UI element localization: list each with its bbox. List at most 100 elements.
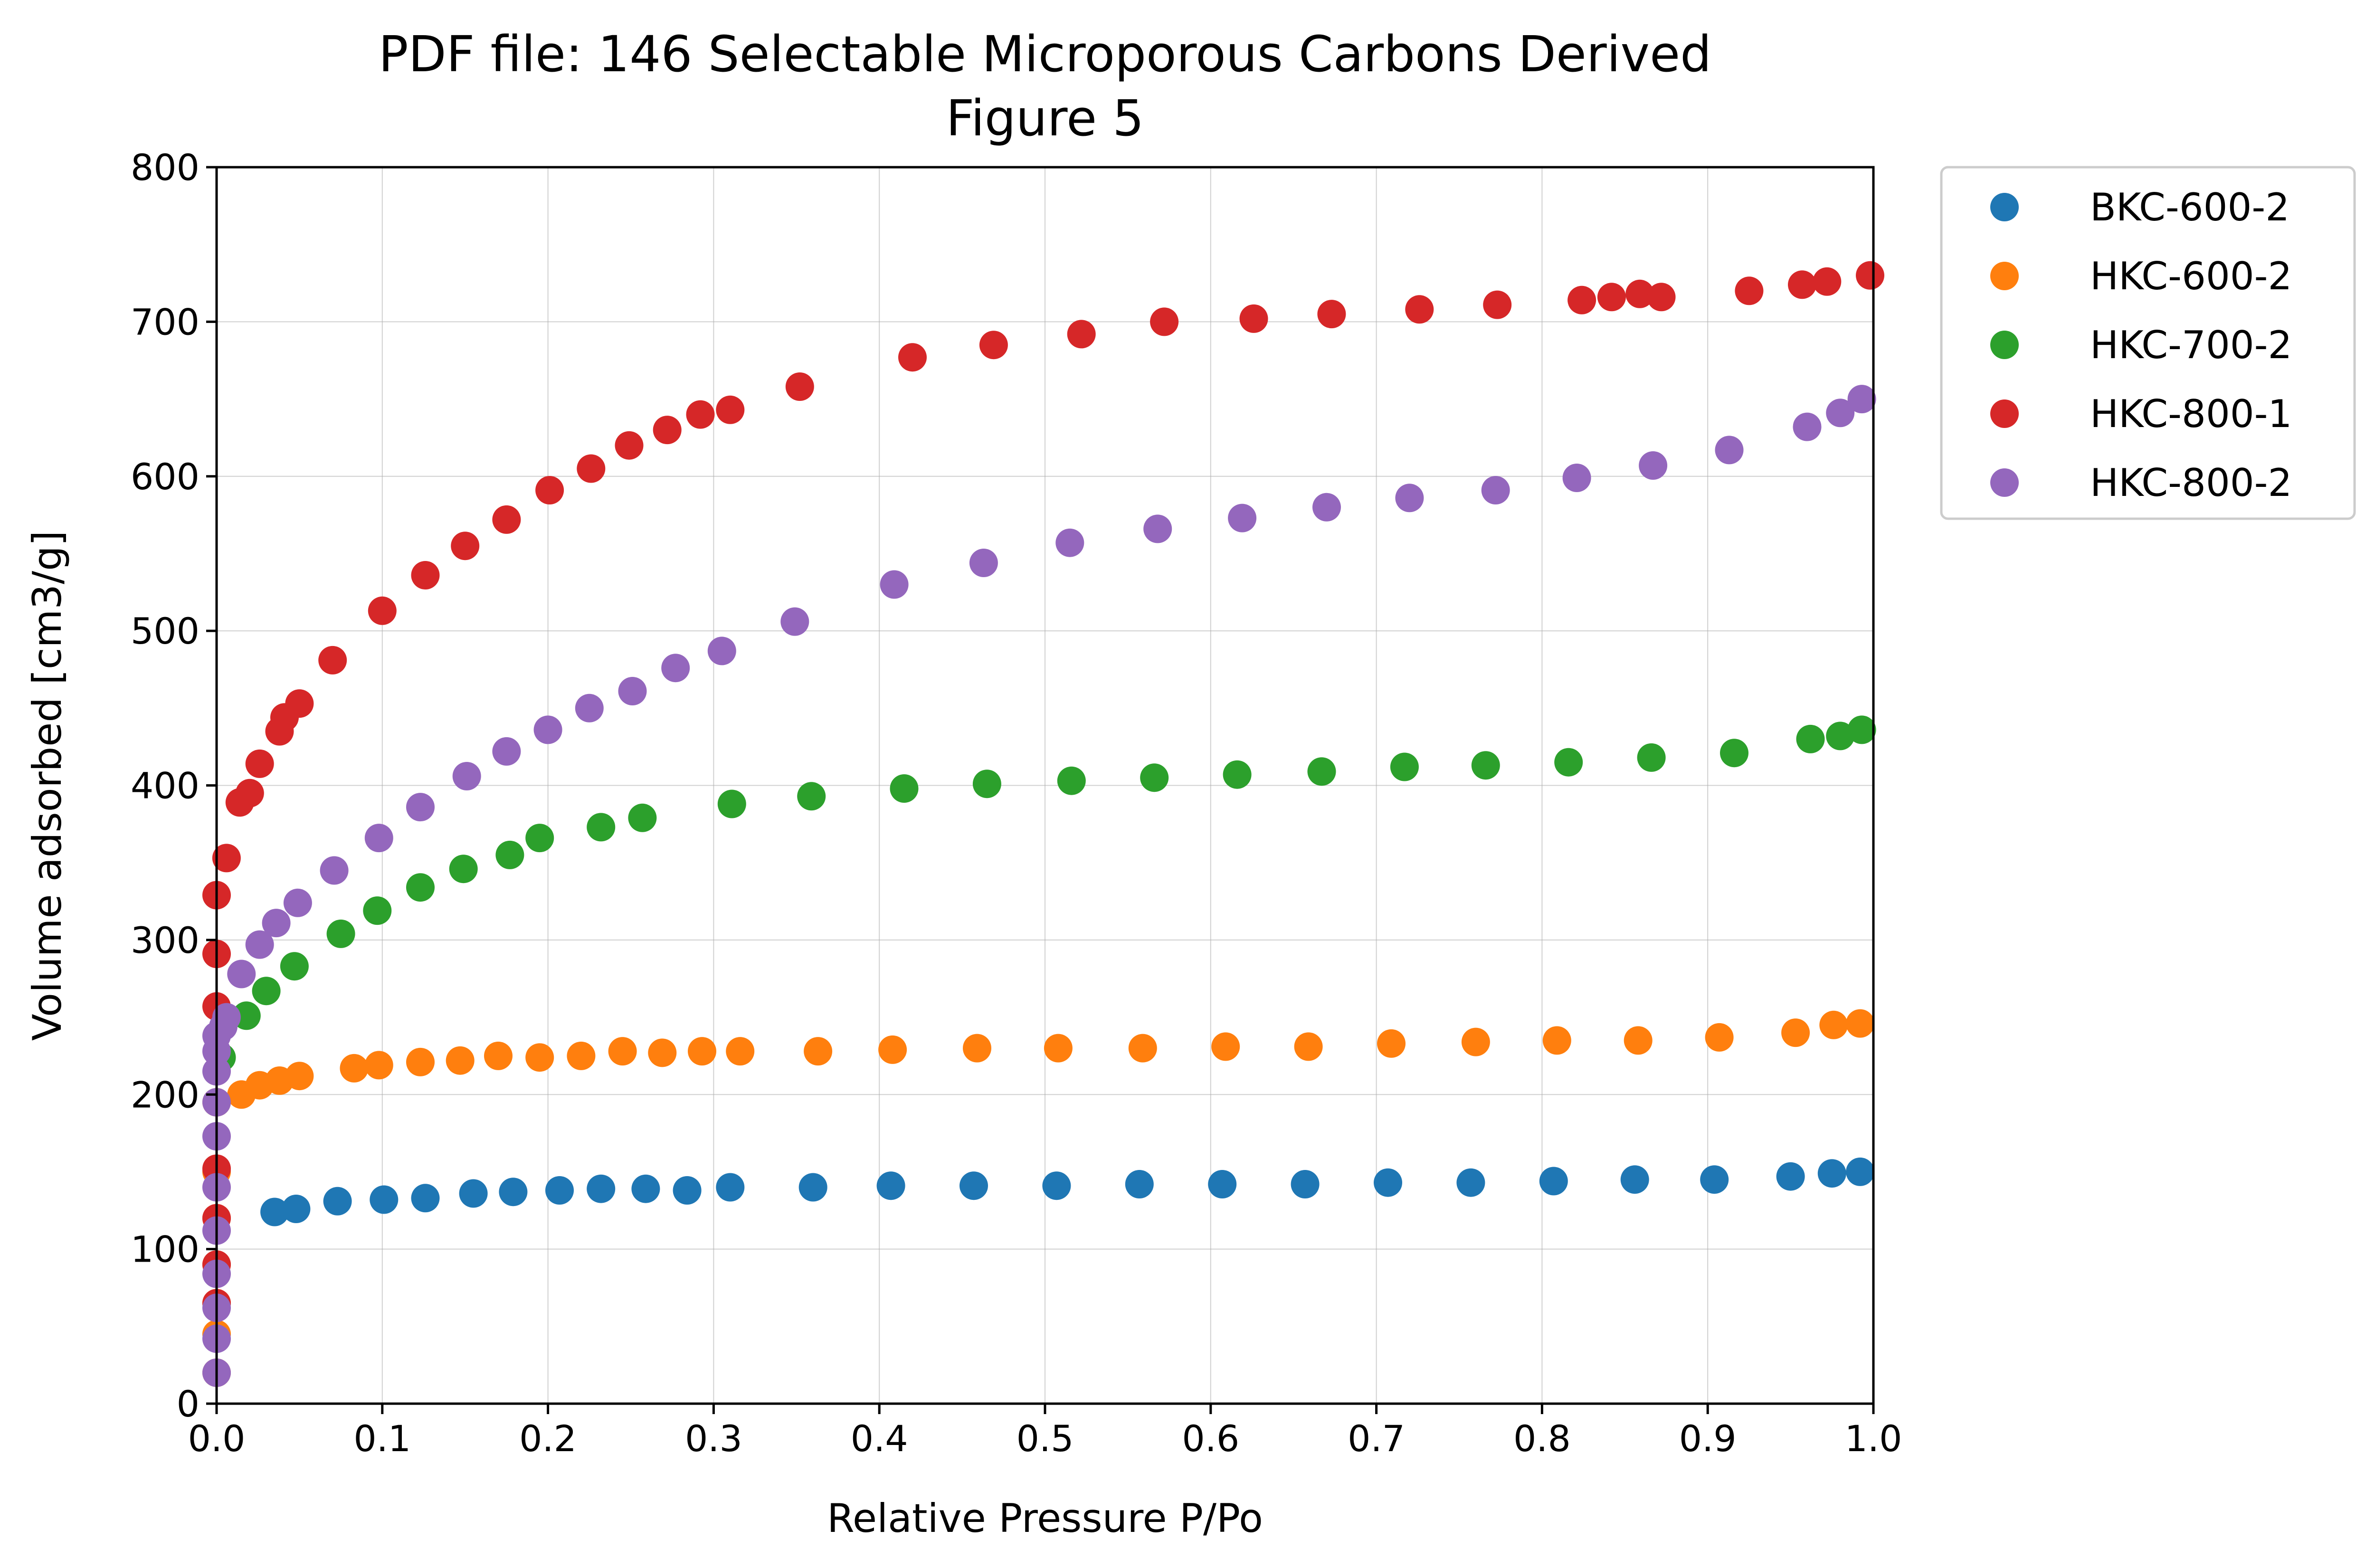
- x-tick-label: 0.3: [685, 1417, 742, 1460]
- data-point: [1700, 1165, 1729, 1194]
- x-tick-label: 0.1: [353, 1417, 411, 1460]
- data-point: [1826, 722, 1855, 751]
- data-point: [1294, 1032, 1323, 1061]
- data-point: [577, 454, 606, 483]
- data-point: [1637, 743, 1666, 772]
- data-point: [1471, 751, 1500, 780]
- chart-subtitle: Figure 5: [946, 89, 1144, 147]
- legend: BKC-600-2 HKC-600-2 HKC-700-2 HKC-800-1 HKC-…: [1940, 166, 2356, 520]
- y-tick-label: 300: [131, 919, 200, 961]
- data-point: [1624, 1026, 1653, 1055]
- y-tick-label: 400: [131, 765, 200, 807]
- data-point: [890, 774, 919, 803]
- data-point: [1817, 1159, 1846, 1188]
- data-point: [535, 476, 564, 504]
- data-point: [1377, 1029, 1406, 1058]
- data-point: [1625, 279, 1654, 308]
- data-point: [1554, 748, 1583, 777]
- data-point: [880, 570, 909, 599]
- data-marks: [202, 261, 1884, 1387]
- data-point: [726, 1037, 755, 1066]
- data-point: [235, 779, 264, 808]
- data-point: [227, 960, 256, 988]
- data-point: [1562, 464, 1591, 492]
- chart-title: PDF file: 146 Selectable Microporous Car…: [379, 25, 1711, 83]
- data-point: [969, 549, 998, 577]
- data-point: [1223, 760, 1252, 789]
- data-point: [492, 505, 521, 534]
- data-point: [615, 431, 644, 460]
- data-point: [260, 1197, 289, 1226]
- data-point: [282, 1195, 311, 1223]
- legend-label: HKC-700-2: [2090, 323, 2292, 367]
- x-tick-label: 0.9: [1679, 1417, 1737, 1460]
- data-point: [446, 1046, 475, 1075]
- data-point: [1819, 1010, 1848, 1039]
- data-point: [320, 856, 349, 885]
- series-hkc-600-2: [202, 1009, 1875, 1387]
- data-point: [406, 793, 435, 822]
- data-point: [363, 896, 392, 925]
- x-tick-label: 0.0: [188, 1417, 246, 1460]
- data-point: [688, 1037, 716, 1066]
- data-point: [451, 532, 480, 561]
- data-point: [1620, 1165, 1649, 1194]
- data-point: [326, 919, 355, 948]
- data-point: [1239, 304, 1268, 333]
- data-point: [492, 737, 521, 766]
- data-point: [1055, 528, 1084, 557]
- data-point: [1793, 412, 1822, 441]
- data-point: [245, 749, 274, 778]
- data-point: [707, 637, 736, 665]
- legend-marker: [1990, 468, 2019, 497]
- data-point: [798, 1173, 827, 1202]
- y-tick-label: 0: [177, 1383, 200, 1425]
- data-point: [411, 1184, 440, 1213]
- data-point: [1813, 267, 1842, 296]
- y-tick-label: 700: [131, 301, 200, 343]
- data-point: [618, 677, 647, 705]
- data-point: [1720, 739, 1748, 768]
- data-point: [262, 909, 291, 938]
- legend-label: BKC-600-2: [2090, 185, 2290, 229]
- y-tick-label: 800: [131, 146, 200, 189]
- data-point: [212, 844, 241, 873]
- data-point: [686, 400, 715, 429]
- data-point: [252, 977, 281, 1006]
- data-point: [608, 1037, 637, 1066]
- data-point: [1647, 283, 1676, 312]
- data-point: [1291, 1170, 1320, 1198]
- data-point: [484, 1041, 513, 1070]
- y-tick-label: 200: [131, 1074, 200, 1116]
- legend-label: HKC-800-1: [2090, 392, 2292, 436]
- data-point: [364, 1051, 393, 1080]
- data-point: [780, 607, 809, 636]
- data-point: [1057, 766, 1086, 795]
- data-point: [1847, 385, 1876, 414]
- x-tick-label: 0.8: [1513, 1417, 1571, 1460]
- data-point: [1143, 514, 1172, 543]
- data-point: [785, 372, 814, 401]
- data-point: [1796, 724, 1825, 753]
- data-point: [323, 1187, 352, 1216]
- data-point: [368, 596, 397, 625]
- y-tick-label: 100: [131, 1228, 200, 1271]
- data-point: [449, 855, 478, 884]
- data-point: [673, 1176, 702, 1205]
- data-point: [285, 689, 314, 718]
- data-point: [648, 1038, 677, 1067]
- data-point: [628, 803, 657, 832]
- data-point: [1405, 295, 1434, 324]
- data-point: [499, 1178, 528, 1207]
- data-point: [283, 888, 312, 917]
- data-point: [1125, 1170, 1154, 1198]
- x-tick-label: 0.2: [519, 1417, 577, 1460]
- data-point: [1456, 1168, 1485, 1197]
- data-point: [960, 1171, 988, 1200]
- data-point: [1639, 451, 1668, 480]
- data-point: [406, 1047, 435, 1076]
- data-point: [1568, 285, 1596, 314]
- data-point: [804, 1037, 833, 1066]
- data-point: [340, 1054, 369, 1083]
